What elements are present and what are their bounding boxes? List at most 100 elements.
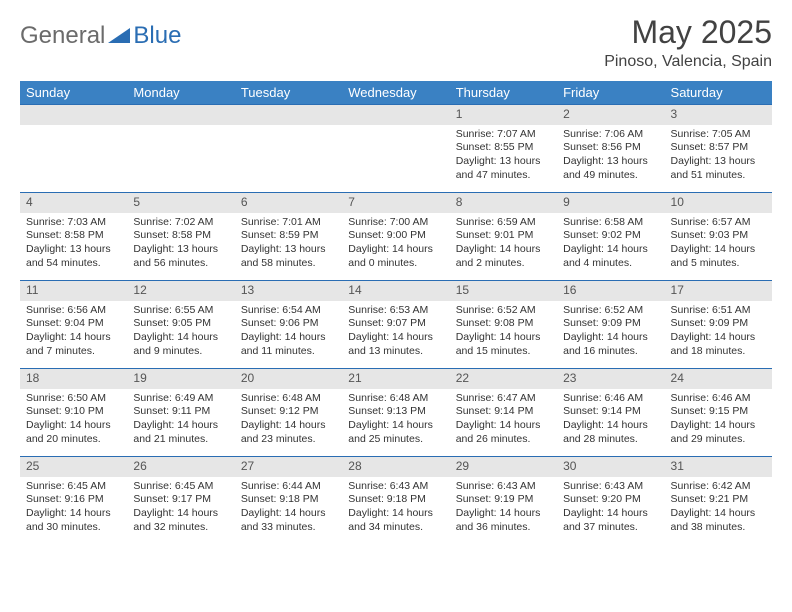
logo-text-general: General	[20, 22, 105, 50]
calendar-cell: 20Sunrise: 6:48 AMSunset: 9:12 PMDayligh…	[235, 368, 342, 456]
day-line-sr: Sunrise: 6:43 AM	[456, 480, 551, 494]
calendar-cell: 16Sunrise: 6:52 AMSunset: 9:09 PMDayligh…	[557, 280, 664, 368]
day-line-sr: Sunrise: 6:54 AM	[241, 304, 336, 318]
day-line-d2: and 20 minutes.	[26, 433, 121, 447]
day-line-ss: Sunset: 9:15 PM	[671, 405, 766, 419]
day-line-ss: Sunset: 9:18 PM	[241, 493, 336, 507]
day-body: Sunrise: 6:55 AMSunset: 9:05 PMDaylight:…	[127, 301, 234, 363]
day-body: Sunrise: 6:56 AMSunset: 9:04 PMDaylight:…	[20, 301, 127, 363]
day-line-sr: Sunrise: 6:46 AM	[671, 392, 766, 406]
day-body: Sunrise: 7:03 AMSunset: 8:58 PMDaylight:…	[20, 213, 127, 275]
page-header: General Blue May 2025 Pinoso, Valencia, …	[20, 14, 772, 71]
day-body: Sunrise: 6:52 AMSunset: 9:09 PMDaylight:…	[557, 301, 664, 363]
col-wednesday: Wednesday	[342, 81, 449, 104]
calendar-cell: 30Sunrise: 6:43 AMSunset: 9:20 PMDayligh…	[557, 456, 664, 544]
day-line-d2: and 33 minutes.	[241, 521, 336, 535]
day-body: Sunrise: 6:48 AMSunset: 9:13 PMDaylight:…	[342, 389, 449, 451]
day-line-ss: Sunset: 9:17 PM	[133, 493, 228, 507]
calendar-cell: 19Sunrise: 6:49 AMSunset: 9:11 PMDayligh…	[127, 368, 234, 456]
day-line-d2: and 38 minutes.	[671, 521, 766, 535]
day-line-ss: Sunset: 8:55 PM	[456, 141, 551, 155]
day-body: Sunrise: 6:44 AMSunset: 9:18 PMDaylight:…	[235, 477, 342, 539]
day-line-d1: Daylight: 14 hours	[456, 419, 551, 433]
day-line-d2: and 18 minutes.	[671, 345, 766, 359]
day-line-sr: Sunrise: 6:55 AM	[133, 304, 228, 318]
calendar-cell: 6Sunrise: 7:01 AMSunset: 8:59 PMDaylight…	[235, 192, 342, 280]
day-body: Sunrise: 6:46 AMSunset: 9:15 PMDaylight:…	[665, 389, 772, 451]
day-line-ss: Sunset: 9:19 PM	[456, 493, 551, 507]
col-sunday: Sunday	[20, 81, 127, 104]
day-number: 4	[20, 192, 127, 213]
day-line-d1: Daylight: 14 hours	[26, 419, 121, 433]
day-line-d2: and 2 minutes.	[456, 257, 551, 271]
day-line-sr: Sunrise: 7:07 AM	[456, 128, 551, 142]
day-line-d1: Daylight: 13 hours	[133, 243, 228, 257]
day-line-sr: Sunrise: 6:43 AM	[563, 480, 658, 494]
day-line-d1: Daylight: 14 hours	[671, 331, 766, 345]
day-line-d1: Daylight: 14 hours	[133, 507, 228, 521]
day-body: Sunrise: 6:54 AMSunset: 9:06 PMDaylight:…	[235, 301, 342, 363]
day-line-d1: Daylight: 13 hours	[241, 243, 336, 257]
calendar-cell: 26Sunrise: 6:45 AMSunset: 9:17 PMDayligh…	[127, 456, 234, 544]
day-line-d2: and 4 minutes.	[563, 257, 658, 271]
day-line-ss: Sunset: 9:16 PM	[26, 493, 121, 507]
day-line-ss: Sunset: 9:02 PM	[563, 229, 658, 243]
calendar-row: 18Sunrise: 6:50 AMSunset: 9:10 PMDayligh…	[20, 368, 772, 456]
day-body: Sunrise: 6:59 AMSunset: 9:01 PMDaylight:…	[450, 213, 557, 275]
day-body: Sunrise: 6:43 AMSunset: 9:20 PMDaylight:…	[557, 477, 664, 539]
day-line-d2: and 58 minutes.	[241, 257, 336, 271]
day-number: 21	[342, 368, 449, 389]
day-line-d1: Daylight: 14 hours	[133, 419, 228, 433]
day-number: 10	[665, 192, 772, 213]
day-body: Sunrise: 6:49 AMSunset: 9:11 PMDaylight:…	[127, 389, 234, 451]
day-body: Sunrise: 7:07 AMSunset: 8:55 PMDaylight:…	[450, 125, 557, 187]
day-line-sr: Sunrise: 6:48 AM	[241, 392, 336, 406]
day-line-ss: Sunset: 9:09 PM	[563, 317, 658, 331]
day-line-d1: Daylight: 14 hours	[241, 507, 336, 521]
day-line-sr: Sunrise: 7:03 AM	[26, 216, 121, 230]
day-number: 23	[557, 368, 664, 389]
calendar-cell: 15Sunrise: 6:52 AMSunset: 9:08 PMDayligh…	[450, 280, 557, 368]
calendar-cell: 21Sunrise: 6:48 AMSunset: 9:13 PMDayligh…	[342, 368, 449, 456]
day-line-ss: Sunset: 8:58 PM	[26, 229, 121, 243]
day-number: 12	[127, 280, 234, 301]
day-number: 29	[450, 456, 557, 477]
day-line-d2: and 13 minutes.	[348, 345, 443, 359]
calendar-cell: 7Sunrise: 7:00 AMSunset: 9:00 PMDaylight…	[342, 192, 449, 280]
day-line-sr: Sunrise: 6:49 AM	[133, 392, 228, 406]
col-thursday: Thursday	[450, 81, 557, 104]
calendar-cell: 1Sunrise: 7:07 AMSunset: 8:55 PMDaylight…	[450, 104, 557, 192]
day-line-d1: Daylight: 14 hours	[563, 331, 658, 345]
calendar-row: 4Sunrise: 7:03 AMSunset: 8:58 PMDaylight…	[20, 192, 772, 280]
day-line-ss: Sunset: 9:21 PM	[671, 493, 766, 507]
day-body: Sunrise: 6:43 AMSunset: 9:19 PMDaylight:…	[450, 477, 557, 539]
day-line-sr: Sunrise: 7:01 AM	[241, 216, 336, 230]
day-line-d1: Daylight: 14 hours	[671, 507, 766, 521]
day-line-ss: Sunset: 9:10 PM	[26, 405, 121, 419]
calendar-cell	[342, 104, 449, 192]
day-line-ss: Sunset: 8:58 PM	[133, 229, 228, 243]
day-body: Sunrise: 7:01 AMSunset: 8:59 PMDaylight:…	[235, 213, 342, 275]
day-body: Sunrise: 6:52 AMSunset: 9:08 PMDaylight:…	[450, 301, 557, 363]
calendar-cell: 4Sunrise: 7:03 AMSunset: 8:58 PMDaylight…	[20, 192, 127, 280]
calendar-cell: 18Sunrise: 6:50 AMSunset: 9:10 PMDayligh…	[20, 368, 127, 456]
calendar-cell: 10Sunrise: 6:57 AMSunset: 9:03 PMDayligh…	[665, 192, 772, 280]
calendar-cell	[235, 104, 342, 192]
calendar-cell: 24Sunrise: 6:46 AMSunset: 9:15 PMDayligh…	[665, 368, 772, 456]
day-line-sr: Sunrise: 6:56 AM	[26, 304, 121, 318]
calendar-body: 1Sunrise: 7:07 AMSunset: 8:55 PMDaylight…	[20, 104, 772, 544]
day-line-ss: Sunset: 9:00 PM	[348, 229, 443, 243]
day-line-sr: Sunrise: 6:48 AM	[348, 392, 443, 406]
day-number: 2	[557, 104, 664, 125]
day-line-d2: and 28 minutes.	[563, 433, 658, 447]
day-line-d2: and 16 minutes.	[563, 345, 658, 359]
day-number: 25	[20, 456, 127, 477]
day-number: 7	[342, 192, 449, 213]
day-number: 5	[127, 192, 234, 213]
day-line-d1: Daylight: 14 hours	[348, 331, 443, 345]
logo: General Blue	[20, 14, 181, 50]
day-line-ss: Sunset: 9:20 PM	[563, 493, 658, 507]
day-body: Sunrise: 6:42 AMSunset: 9:21 PMDaylight:…	[665, 477, 772, 539]
calendar-page: General Blue May 2025 Pinoso, Valencia, …	[0, 0, 792, 560]
day-line-sr: Sunrise: 6:53 AM	[348, 304, 443, 318]
